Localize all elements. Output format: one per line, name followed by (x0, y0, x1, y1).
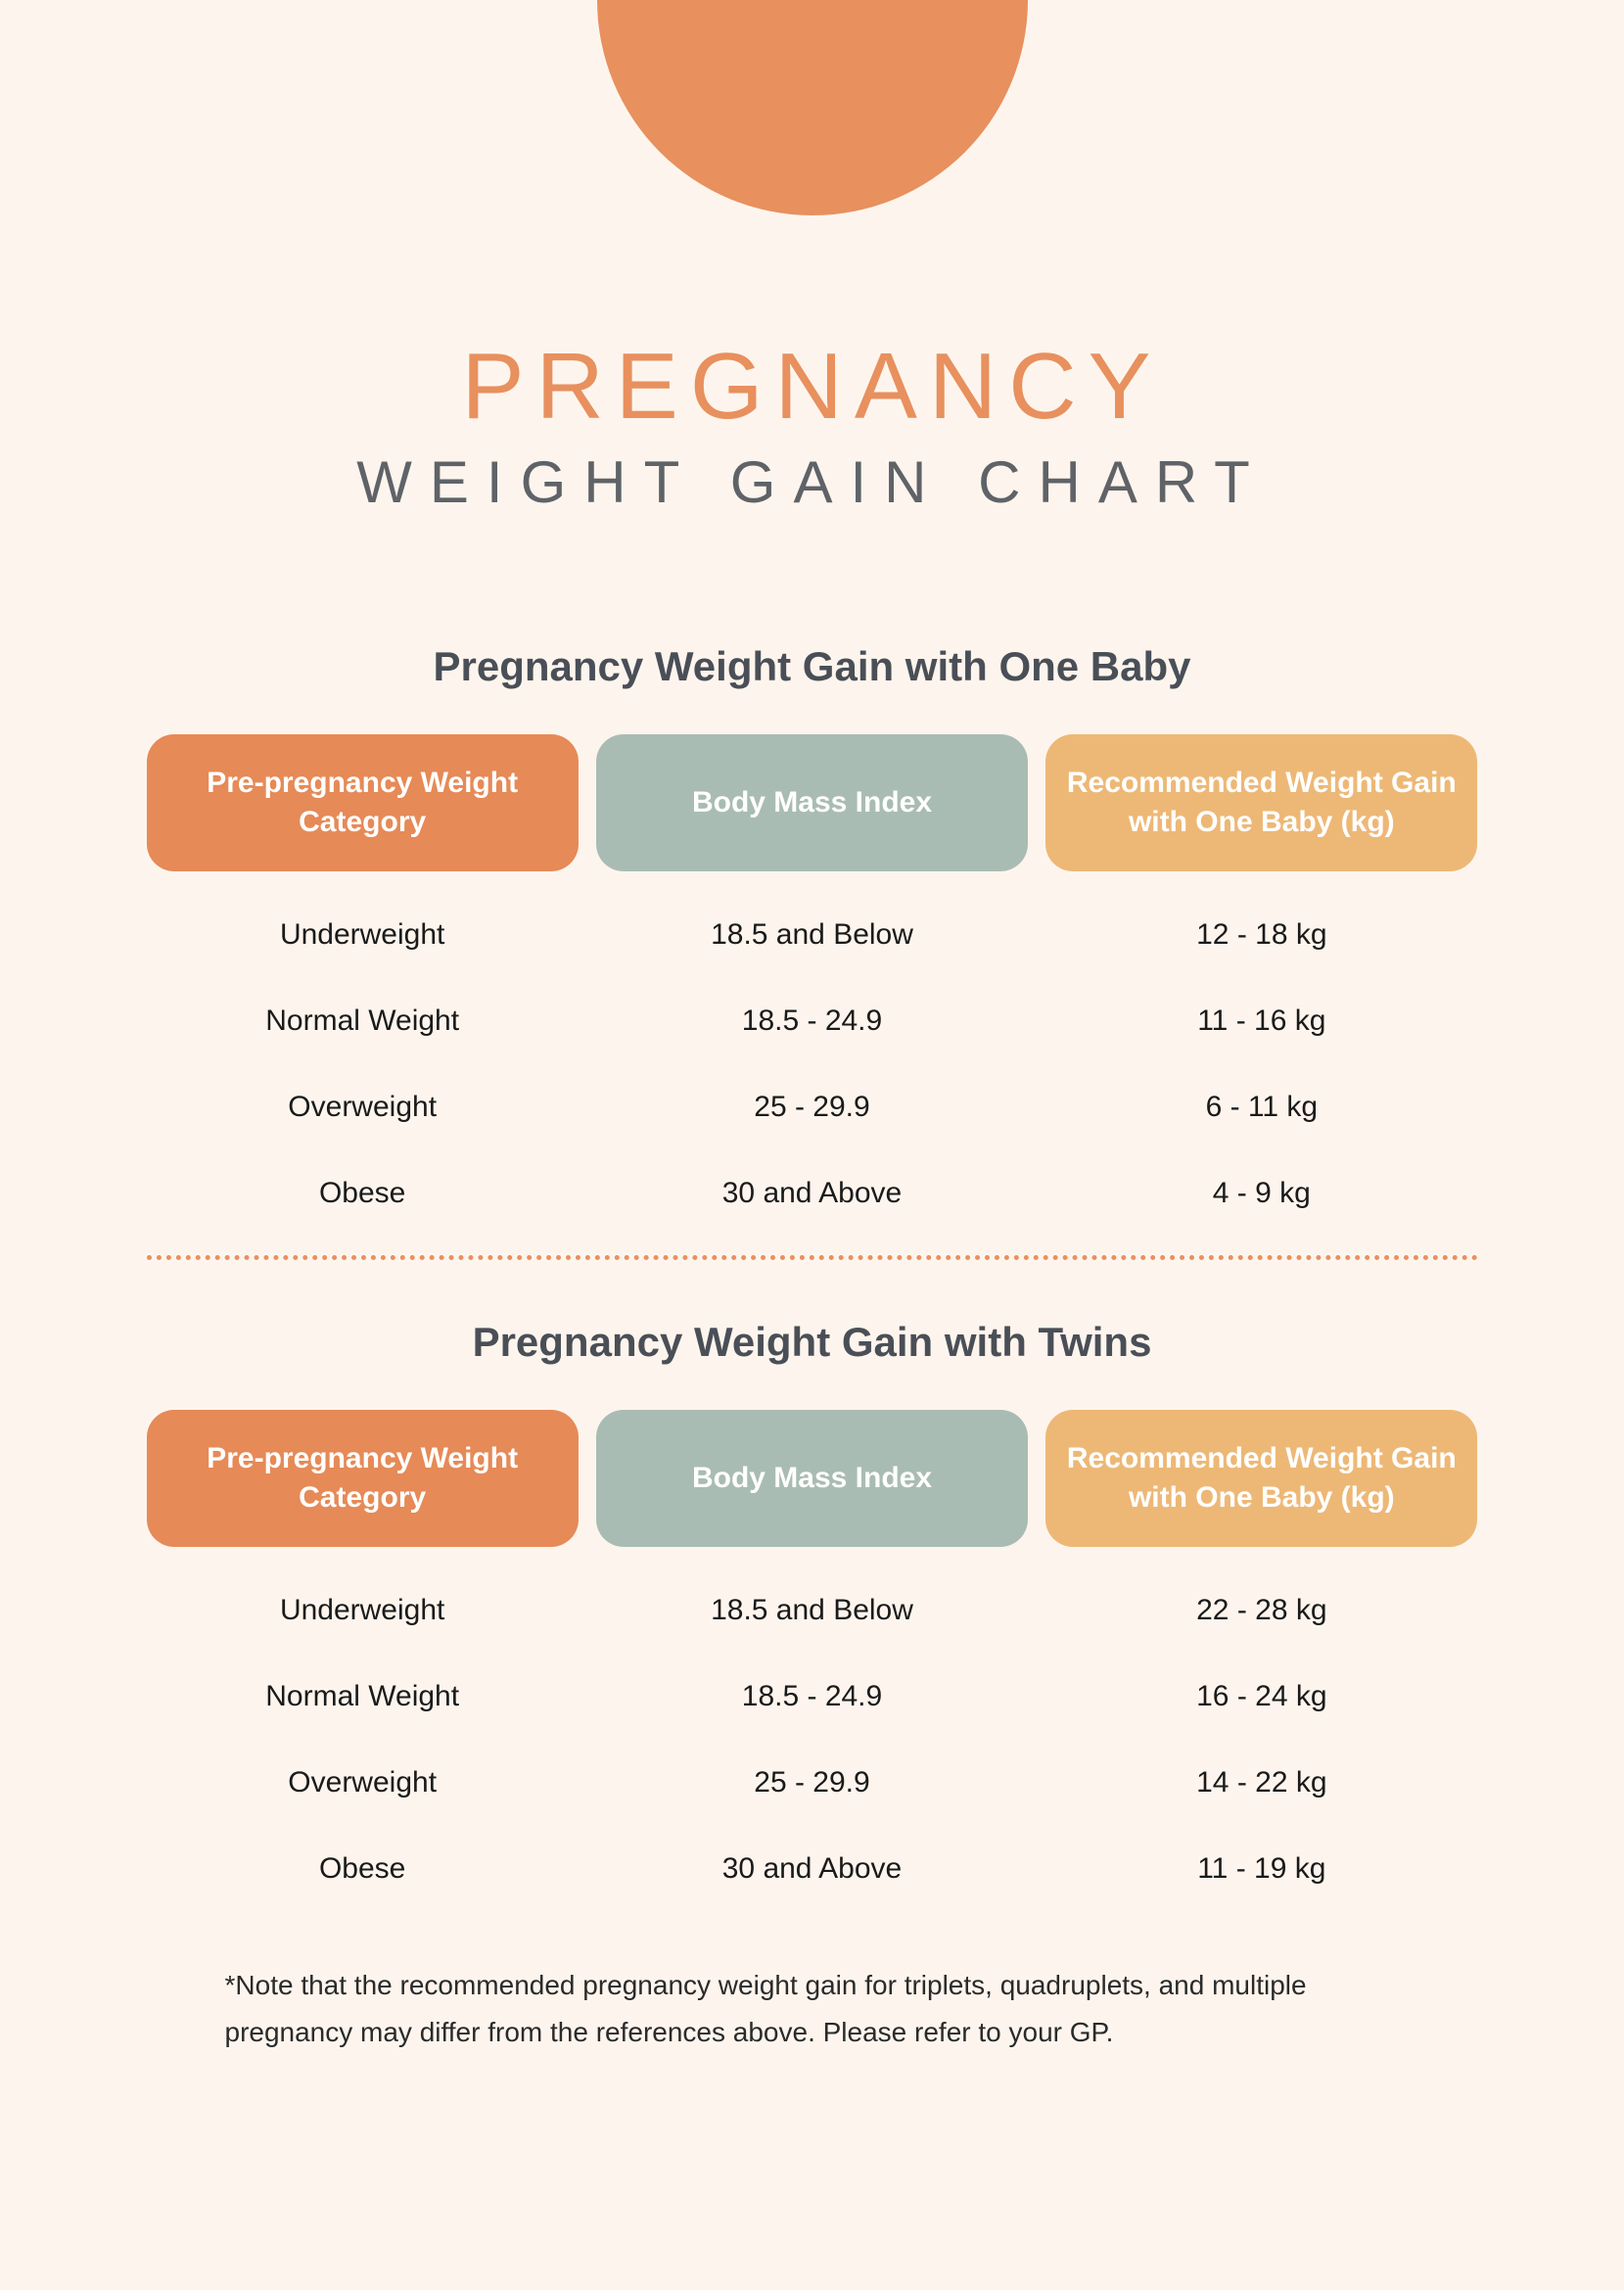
section-title-twins: Pregnancy Weight Gain with Twins (0, 1319, 1624, 1366)
table-row: Obese 30 and Above 4 - 9 kg (147, 1169, 1478, 1218)
table-row: Underweight 18.5 and Below 12 - 18 kg (147, 911, 1478, 959)
table-cell: 30 and Above (596, 1169, 1028, 1218)
table-cell: 11 - 19 kg (1045, 1845, 1477, 1893)
table-twins: Pre-pregnancy Weight Category Body Mass … (147, 1410, 1478, 1893)
table-header-row: Pre-pregnancy Weight Category Body Mass … (147, 1410, 1478, 1547)
table-header-cell: Recommended Weight Gain with One Baby (k… (1045, 734, 1477, 871)
table-cell: Normal Weight (147, 1672, 579, 1721)
page-content: PREGNANCY WEIGHT GAIN CHART Pregnancy We… (0, 0, 1624, 2055)
table-cell: 18.5 and Below (596, 911, 1028, 959)
table-cell: 16 - 24 kg (1045, 1672, 1477, 1721)
table-cell: Overweight (147, 1083, 579, 1132)
table-row: Normal Weight 18.5 - 24.9 11 - 16 kg (147, 997, 1478, 1046)
table-cell: Underweight (147, 911, 579, 959)
table-cell: 11 - 16 kg (1045, 997, 1477, 1046)
table-cell: 18.5 and Below (596, 1586, 1028, 1635)
table-cell: Normal Weight (147, 997, 579, 1046)
table-cell: 14 - 22 kg (1045, 1758, 1477, 1807)
table-cell: 22 - 28 kg (1045, 1586, 1477, 1635)
table-row: Underweight 18.5 and Below 22 - 28 kg (147, 1586, 1478, 1635)
table-cell: 12 - 18 kg (1045, 911, 1477, 959)
table-cell: 4 - 9 kg (1045, 1169, 1477, 1218)
table-cell: Obese (147, 1169, 579, 1218)
table-cell: 25 - 29.9 (596, 1758, 1028, 1807)
table-header-cell: Recommended Weight Gain with One Baby (k… (1045, 1410, 1477, 1547)
footnote: *Note that the recommended pregnancy wei… (225, 1962, 1400, 2055)
main-title: PREGNANCY (0, 333, 1624, 441)
table-cell: Overweight (147, 1758, 579, 1807)
table-row: Obese 30 and Above 11 - 19 kg (147, 1845, 1478, 1893)
section-divider (147, 1255, 1478, 1260)
table-header-row: Pre-pregnancy Weight Category Body Mass … (147, 734, 1478, 871)
table-row: Overweight 25 - 29.9 14 - 22 kg (147, 1758, 1478, 1807)
table-header-cell: Pre-pregnancy Weight Category (147, 1410, 579, 1547)
table-cell: 18.5 - 24.9 (596, 1672, 1028, 1721)
table-cell: 30 and Above (596, 1845, 1028, 1893)
table-row: Overweight 25 - 29.9 6 - 11 kg (147, 1083, 1478, 1132)
table-cell: 25 - 29.9 (596, 1083, 1028, 1132)
table-cell: Obese (147, 1845, 579, 1893)
sub-title: WEIGHT GAIN CHART (0, 448, 1624, 516)
table-one-baby: Pre-pregnancy Weight Category Body Mass … (147, 734, 1478, 1218)
table-header-cell: Body Mass Index (596, 1410, 1028, 1547)
table-row: Normal Weight 18.5 - 24.9 16 - 24 kg (147, 1672, 1478, 1721)
table-cell: 6 - 11 kg (1045, 1083, 1477, 1132)
table-cell: 18.5 - 24.9 (596, 997, 1028, 1046)
section-title-one-baby: Pregnancy Weight Gain with One Baby (0, 643, 1624, 690)
table-header-cell: Body Mass Index (596, 734, 1028, 871)
table-header-cell: Pre-pregnancy Weight Category (147, 734, 579, 871)
table-cell: Underweight (147, 1586, 579, 1635)
